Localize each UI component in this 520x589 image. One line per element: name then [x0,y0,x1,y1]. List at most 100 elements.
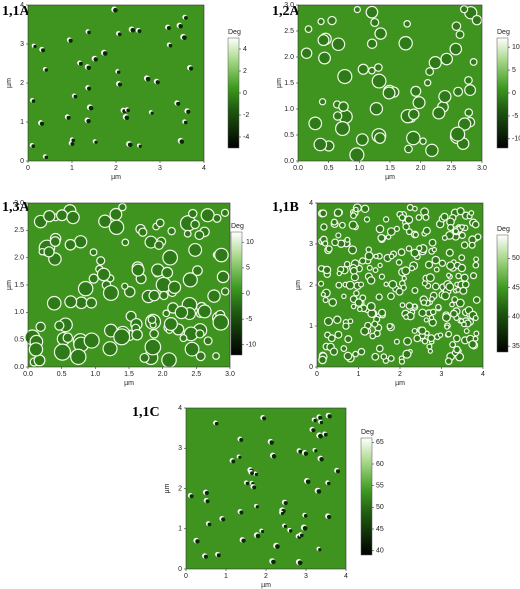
domain [429,308,437,316]
x-axis-label: µm [111,174,121,181]
domain [148,289,161,302]
domain [337,68,353,85]
defect-shadow [189,494,194,499]
defect-shadow [78,61,83,66]
domain [464,75,473,85]
domain [473,256,480,263]
y-axis-label: µm [6,280,13,290]
y-axis-label: µm [276,78,283,88]
domain [118,202,127,212]
domain [350,273,359,282]
domain [380,353,388,360]
domain [203,336,213,346]
domain [371,352,380,361]
domain [413,334,422,343]
defect-shadow [88,105,94,111]
defect-shadow [214,421,219,426]
domain [323,316,334,327]
x-axis-label: µm [385,174,395,181]
domain [433,266,440,273]
domain [144,338,162,356]
panel-label: 1,1A [2,4,31,19]
domain [365,5,379,19]
domain [347,318,354,325]
domain [377,233,386,242]
domain [402,222,410,231]
domain [163,317,178,332]
domain [403,336,412,346]
domain [416,245,423,252]
y-tick-label: 3 [309,241,313,248]
domain [375,224,385,234]
domain [358,257,367,265]
domain [138,227,148,237]
domain [398,358,406,365]
domain [459,5,469,14]
defect-shadow [326,514,332,520]
domain [405,245,413,252]
domain [357,347,366,356]
colorbar-tick-label: -10 [246,342,256,349]
domain [317,17,325,26]
domain [212,352,220,360]
defect-shadow [316,489,322,494]
domain [421,280,428,287]
defect-shadow [71,138,75,143]
domain [54,320,65,331]
domain [322,265,332,275]
domain [340,345,348,352]
defect-shadow [271,559,276,565]
domain [378,308,387,317]
domain [438,259,447,267]
domain [344,236,351,243]
domain [437,332,444,338]
domain [358,281,365,288]
domain [371,73,387,89]
x-tick-label: 4 [202,165,206,172]
domain [335,281,343,289]
x-tick-label: 1.0 [354,165,364,172]
y-tick-label: 1 [309,323,313,330]
domain [83,332,100,349]
domain [35,321,46,333]
domain [370,17,380,28]
defect-shadow [70,141,75,146]
domain [373,253,379,259]
domain [333,315,342,325]
x-tick-label: 0 [26,165,30,172]
domain [96,256,106,266]
defect-shadow [44,68,48,72]
x-tick-label: 4 [344,573,348,580]
domain [449,301,455,308]
defect-shadow [252,485,257,490]
domain [102,341,118,357]
defect-shadow [255,533,261,539]
domain [387,292,395,301]
domain [149,329,159,339]
domain [378,273,386,280]
domain [444,357,453,365]
domain [395,287,404,296]
domain [460,273,469,282]
domain [161,266,174,279]
domain [450,126,466,142]
phase-image [28,5,204,161]
colorbar-title: Deg [231,223,244,230]
defect-shadow [184,16,188,20]
domain [96,267,111,282]
domain [182,272,198,288]
domain [49,236,61,247]
domain [428,56,442,70]
colorbar-tick-label: 50 [512,255,520,262]
domain [327,15,337,26]
defect-shadow [326,481,331,486]
domain [53,343,72,361]
domain [383,281,389,287]
domain [124,286,136,298]
domain [214,247,229,263]
colorbar-tick-label: 10 [246,239,254,246]
domain [46,295,62,311]
y-tick-label: 2 [309,282,313,289]
